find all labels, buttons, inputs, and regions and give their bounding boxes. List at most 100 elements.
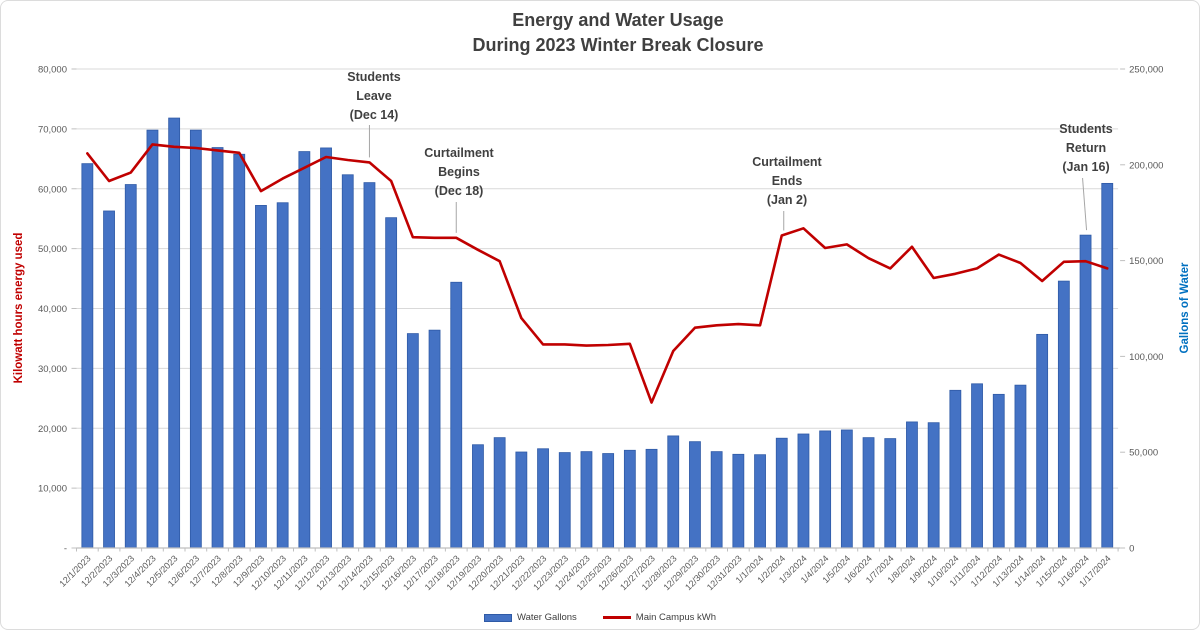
left-axis-tick-label: 60,000 [38,184,67,195]
water-bar [1014,384,1027,549]
water-bar [515,451,528,549]
water-bar [341,174,354,549]
annotation-text: Ends [771,174,803,188]
left-axis-tick-label: 50,000 [38,244,67,255]
annotation-text: (Dec 14) [349,108,399,122]
water-bar [450,281,463,549]
water-bar [754,454,766,549]
water-bar [580,451,593,549]
gridlines [76,68,1119,489]
water-bar [146,129,159,549]
water-bar [710,451,723,549]
x-axis-ticks [76,548,1119,552]
legend-label-water: Water Gallons [516,612,577,623]
water-bar [797,433,810,549]
water-bar [775,437,788,549]
water-bar [276,202,289,549]
left-axis-tick-label: - [64,544,67,555]
water-bar [124,184,137,549]
water-bar [363,182,376,549]
water-gallons-bar-series [81,117,1114,549]
annotation-curtailment-ends: Curtailment Ends (Jan 2) [712,153,862,210]
water-bar [949,389,962,549]
bar-series-swatch-icon [483,613,512,622]
left-axis-tick-label: 20,000 [38,424,67,435]
x-axis-labels: 12/1/202312/2/202312/3/202312/4/202312/5… [57,553,1112,592]
right-axis-tick-label: 100,000 [1129,352,1163,363]
left-axis-tick-label: 10,000 [38,484,67,495]
water-bar [428,329,441,549]
annotation-text: Begins [438,165,480,179]
water-bar [667,435,680,549]
water-bar [819,430,832,549]
water-bar [1101,182,1114,549]
water-bar [1057,280,1070,549]
water-bar [558,452,571,549]
water-bar [537,448,549,549]
water-bar [168,117,181,549]
legend-label-kwh: Main Campus kWh [635,612,717,623]
chart-title-line1: Energy and Water Usage [512,10,724,30]
water-bar [103,210,115,549]
annotation-text: (Jan 16) [1062,160,1110,174]
left-axis-tick-label: 80,000 [38,65,67,76]
water-bar [645,448,658,549]
water-bar [623,449,636,549]
water-bar [884,438,897,549]
water-bar [602,453,615,549]
right-axis-title: Gallons of Water [1179,262,1191,354]
annotation-text: Students [347,70,401,84]
water-bar [732,453,745,549]
annotation-students-return: Students Return (Jan 16) [1011,120,1161,177]
water-bar [406,333,419,549]
water-bar [233,153,246,549]
right-axis-tick-label: 0 [1129,544,1134,555]
right-axis-tick-label: 50,000 [1129,448,1158,459]
line-series-swatch-icon [602,616,631,619]
water-bar [472,444,484,549]
water-bar [320,147,332,549]
annotation-text: Leave [356,89,392,103]
water-bar [840,429,853,549]
water-bar [971,383,983,549]
annotation-text: Return [1065,141,1107,155]
water-bar [211,147,224,549]
water-bar [862,437,875,549]
annotation-text: (Dec 18) [434,184,484,198]
main-campus-kwh-line [86,143,1109,404]
annotation-text: Curtailment [424,146,494,160]
annotation-text: (Jan 2) [766,193,808,207]
chart-legend: Water Gallons Main Campus kWh [1,612,1199,623]
annotation-leader-line [1082,177,1088,231]
water-bar [493,437,506,549]
left-axis-tick-label: 40,000 [38,304,67,315]
annotation-leaders [368,125,1088,233]
water-bar [1079,234,1092,549]
water-bar [927,422,940,549]
legend-item-water-gallons: Water Gallons [483,612,577,623]
water-bar [255,205,267,549]
annotation-text: Curtailment [752,155,822,169]
legend-item-main-campus-kwh: Main Campus kWh [602,612,717,623]
water-bar [906,421,918,549]
annotation-students-leave: Students Leave (Dec 14) [299,68,449,125]
chart-title: Energy and Water Usage During 2023 Winte… [37,8,1199,58]
chart-title-line2: During 2023 Winter Break Closure [472,35,764,55]
right-axis-labels: 250,000 200,000 150,000 100,000 50,000 0 [1129,65,1163,555]
water-bar [1036,333,1049,549]
water-bar [81,163,94,549]
right-axis-tick-label: 200,000 [1129,160,1163,171]
water-bar [385,217,398,549]
left-axis-title: Kilowatt hours energy used [13,232,25,384]
annotation-text: Students [1059,122,1113,136]
left-axis-tick-label: 30,000 [38,364,67,375]
left-axis-tick-label: 70,000 [38,124,67,135]
left-axis-labels: 80,000 70,000 60,000 50,000 40,000 30,000 20,0… [38,65,67,555]
right-axis-tick-label: 250,000 [1129,65,1163,76]
annotation-curtailment-begins: Curtailment Begins (Dec 18) [384,144,534,201]
right-axis-tick-label: 150,000 [1129,256,1163,267]
water-bar [298,151,311,549]
water-bar [992,393,1005,549]
